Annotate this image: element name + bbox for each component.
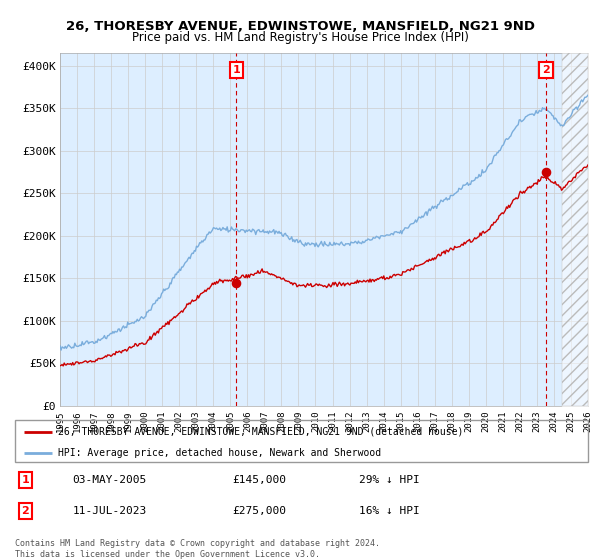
Point: [232, 278, 241, 287]
Text: 1: 1: [232, 65, 240, 75]
Text: 26, THORESBY AVENUE, EDWINSTOWE, MANSFIELD, NG21 9ND (detached house): 26, THORESBY AVENUE, EDWINSTOWE, MANSFIE…: [58, 427, 463, 437]
Text: £275,000: £275,000: [233, 506, 287, 516]
Text: 2: 2: [22, 506, 29, 516]
Text: 11-JUL-2023: 11-JUL-2023: [73, 506, 146, 516]
Text: This data is licensed under the Open Government Licence v3.0.: This data is licensed under the Open Gov…: [15, 550, 320, 559]
Text: 26, THORESBY AVENUE, EDWINSTOWE, MANSFIELD, NG21 9ND: 26, THORESBY AVENUE, EDWINSTOWE, MANSFIE…: [65, 20, 535, 32]
Text: 2: 2: [542, 65, 550, 75]
Text: 16% ↓ HPI: 16% ↓ HPI: [359, 506, 419, 516]
Text: 03-MAY-2005: 03-MAY-2005: [73, 475, 146, 485]
Text: 1: 1: [22, 475, 29, 485]
Point: [541, 168, 551, 177]
Text: Contains HM Land Registry data © Crown copyright and database right 2024.: Contains HM Land Registry data © Crown c…: [15, 539, 380, 548]
Text: HPI: Average price, detached house, Newark and Sherwood: HPI: Average price, detached house, Newa…: [58, 448, 381, 458]
Text: Price paid vs. HM Land Registry's House Price Index (HPI): Price paid vs. HM Land Registry's House …: [131, 31, 469, 44]
Text: £145,000: £145,000: [233, 475, 287, 485]
Text: 29% ↓ HPI: 29% ↓ HPI: [359, 475, 419, 485]
